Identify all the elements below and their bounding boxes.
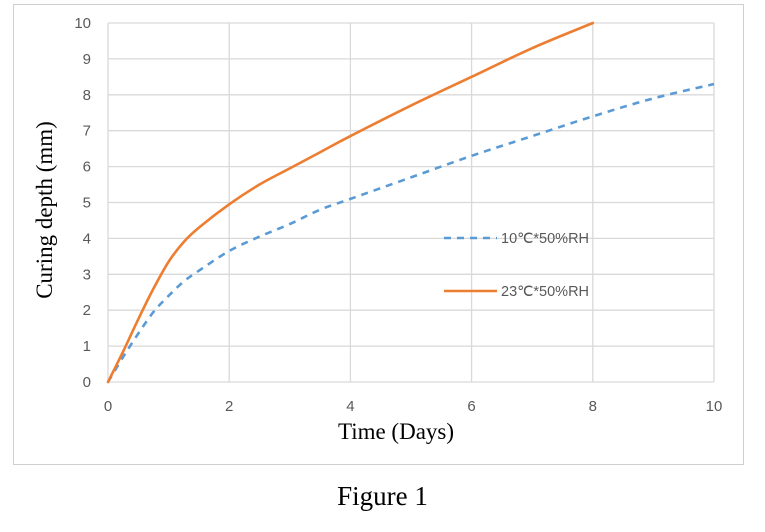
y-tick-label: 5 [83,195,91,212]
x-tick-label: 2 [225,398,233,415]
x-tick-label: 10 [706,398,723,415]
figure-caption: Figure 1 [337,481,428,511]
y-tick-label: 9 [83,51,91,68]
chart-frame [13,4,744,465]
legend-label-2: 23℃*50%RH [501,284,589,300]
series-line-1 [106,82,715,383]
series-line-2 [106,21,595,384]
x-tick-label: 0 [104,398,112,415]
y-tick-label: 1 [83,338,91,355]
y-tick-label: 4 [83,230,91,247]
x-tick-labels: 0 2 4 6 8 10 [104,398,723,415]
x-tick-label: 8 [589,398,597,415]
x-axis-title: Time (Days) [338,419,454,444]
series-lines [106,21,715,384]
y-tick-label: 0 [83,374,91,391]
y-tick-label: 2 [83,302,91,319]
y-tick-label: 8 [83,87,91,104]
x-tick-label: 4 [346,398,354,415]
y-tick-labels: 0 1 2 3 4 5 6 7 8 9 10 [74,15,91,391]
legend-label-1: 10℃*50%RH [501,231,589,247]
y-tick-label: 7 [83,123,91,140]
y-tick-label: 10 [74,15,91,32]
y-tick-label: 3 [83,266,91,283]
y-axis-title: Curing depth (mm) [32,121,57,299]
grid-lines [107,22,715,383]
x-tick-label: 6 [467,398,475,415]
legend: 10℃*50%RH 23℃*50%RH [444,231,589,300]
y-tick-label: 6 [83,159,91,176]
